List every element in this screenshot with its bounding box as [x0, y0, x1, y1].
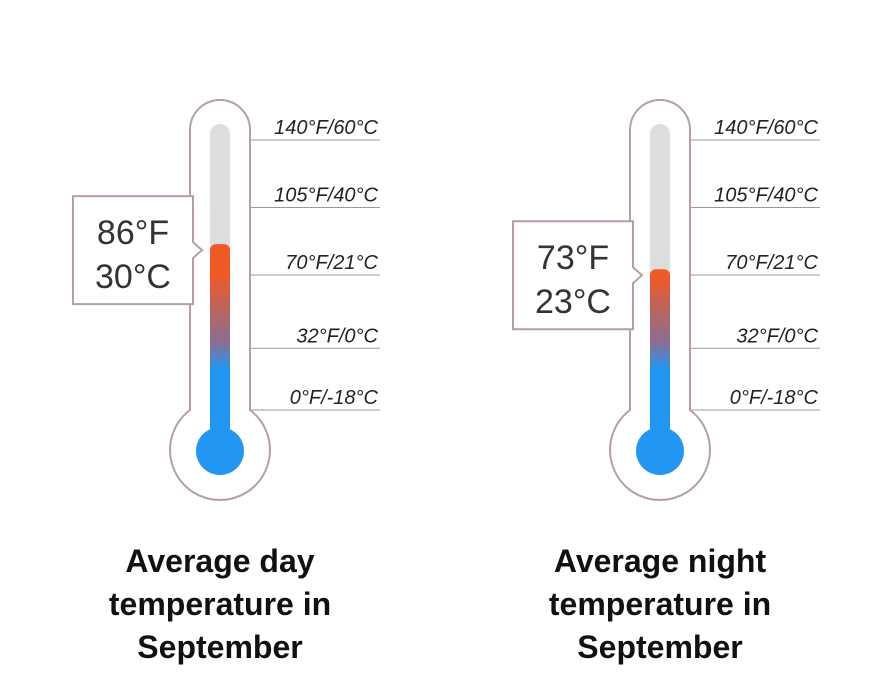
caption-line: Average day — [125, 543, 315, 579]
thermometer-svg: 140°F/60°C 105°F/40°C 70°F/21°C 32°F/0°C… — [72, 99, 380, 501]
readout-celsius: 30°C — [95, 258, 171, 296]
thermometer-svg: 140°F/60°C 105°F/40°C 70°F/21°C 32°F/0°C… — [512, 99, 820, 501]
tick-label: 70°F/21°C — [725, 252, 818, 274]
tick-label: 0°F/-18°C — [290, 387, 379, 409]
tick-label: 105°F/40°C — [714, 185, 818, 207]
mercury-column — [650, 269, 670, 440]
caption-line: September — [137, 629, 303, 665]
caption-line: temperature in — [108, 586, 332, 622]
readout-callout-box — [512, 220, 644, 331]
temperature-readout: 86°F 30°C — [72, 195, 204, 306]
tick-label: 140°F/60°C — [274, 117, 378, 139]
caption-line: September — [577, 629, 743, 665]
tick-label: 70°F/21°C — [285, 252, 378, 274]
temperature-readout: 73°F 23°C — [512, 220, 644, 331]
caption-line: Average night — [553, 543, 767, 579]
tick-label: 32°F/0°C — [736, 325, 818, 347]
readout-fahrenheit: 73°F — [537, 239, 609, 277]
caption-line: temperature in — [548, 586, 772, 622]
mercury-bulb — [196, 427, 244, 475]
mercury-column — [210, 244, 230, 440]
mercury-bulb — [636, 427, 684, 475]
tick-label: 105°F/40°C — [274, 185, 378, 207]
thermometer-caption: Average day temperature in September — [0, 540, 440, 669]
readout-callout-box — [72, 195, 204, 306]
day-thermometer-widget: 140°F/60°C 105°F/40°C 70°F/21°C 32°F/0°C… — [0, 99, 440, 669]
tick-label: 32°F/0°C — [296, 325, 378, 347]
tick-label: 140°F/60°C — [714, 117, 818, 139]
night-thermometer-widget: 140°F/60°C 105°F/40°C 70°F/21°C 32°F/0°C… — [440, 0, 880, 680]
readout-celsius: 23°C — [535, 283, 611, 321]
scale-ticks: 140°F/60°C 105°F/40°C 70°F/21°C 32°F/0°C… — [240, 117, 380, 411]
thermometer-caption: Average night temperature in September — [440, 540, 880, 669]
readout-fahrenheit: 86°F — [97, 214, 169, 252]
scale-ticks: 140°F/60°C 105°F/40°C 70°F/21°C 32°F/0°C… — [680, 117, 820, 411]
tick-label: 0°F/-18°C — [730, 387, 819, 409]
